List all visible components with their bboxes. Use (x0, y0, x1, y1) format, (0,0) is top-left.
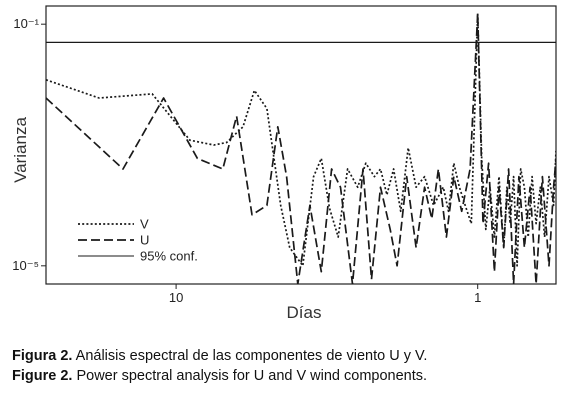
plot-frame (45, 5, 557, 285)
caption-spanish-text: Análisis espectral de las componentes de… (72, 348, 428, 364)
x-tick-label: 1 (474, 290, 481, 305)
legend-label: 95% conf. (140, 249, 198, 264)
caption-spanish-number: Figura 2. (12, 348, 73, 364)
series-line-dotted (46, 12, 556, 267)
figure-captions: Figura 2. Análisis espectral de las comp… (12, 346, 572, 386)
y-tick-label: 10⁻¹ (13, 16, 39, 31)
series-line-dashed (46, 12, 556, 284)
ticks-layer: 10 1 10⁻¹ 10⁻⁵ (12, 16, 481, 305)
x-axis-label: Días (287, 303, 322, 322)
y-axis-label: Varianza (11, 117, 30, 183)
caption-english-text: Power spectral analysis for U and V wind… (72, 368, 428, 384)
caption-english: Figure 2. Power spectral analysis for U … (12, 366, 572, 386)
legend-label: U (140, 233, 149, 248)
legend-label: V (140, 217, 149, 232)
caption-english-number: Figure 2. (12, 368, 73, 384)
caption-spanish: Figura 2. Análisis espectral de las comp… (12, 346, 572, 366)
x-tick-label: 10 (169, 290, 183, 305)
series-layer (46, 12, 556, 284)
y-tick-label: 10⁻⁵ (12, 258, 39, 273)
